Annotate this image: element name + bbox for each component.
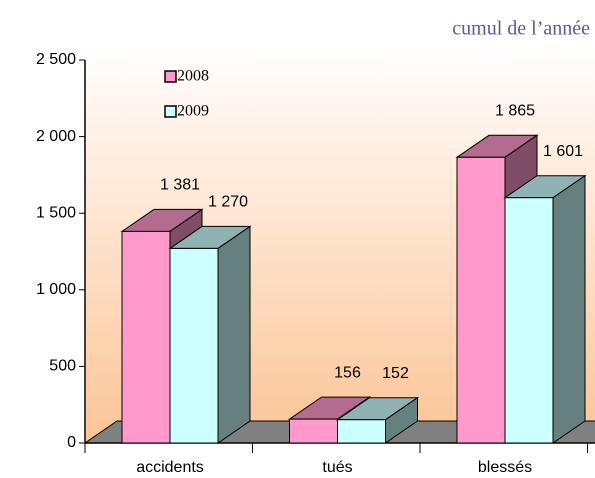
x-tick-label: blessés: [478, 459, 532, 476]
legend-swatch: [164, 105, 177, 118]
y-tick-label: 2 000: [36, 128, 76, 145]
chart-title: cumul de l’année: [452, 18, 590, 40]
value-label: 1 601: [543, 143, 583, 160]
value-label: 156: [334, 364, 361, 381]
x-tick-label: tués: [322, 459, 352, 476]
value-label: 152: [382, 365, 409, 382]
bar: [169, 247, 219, 444]
legend-label: 2009: [177, 103, 209, 120]
value-label: 1 381: [160, 177, 200, 194]
bar: [121, 230, 171, 444]
value-label: 1 865: [495, 103, 535, 120]
bar: [289, 418, 338, 444]
bar-side: [552, 174, 586, 444]
bar: [504, 197, 554, 444]
bar: [456, 156, 506, 444]
y-tick-label: 2 500: [36, 51, 76, 68]
y-tick-label: 1 000: [36, 281, 76, 298]
legend-swatch: [164, 70, 177, 83]
y-tick-label: 1 500: [36, 204, 76, 221]
legend-label: 2008: [177, 68, 209, 85]
value-label: 1 270: [208, 194, 248, 211]
bar-side: [217, 225, 251, 444]
bar: [337, 419, 386, 444]
y-tick-label: 0: [67, 434, 76, 451]
x-tick-label: accidents: [136, 459, 204, 476]
y-tick-label: 500: [49, 358, 76, 375]
